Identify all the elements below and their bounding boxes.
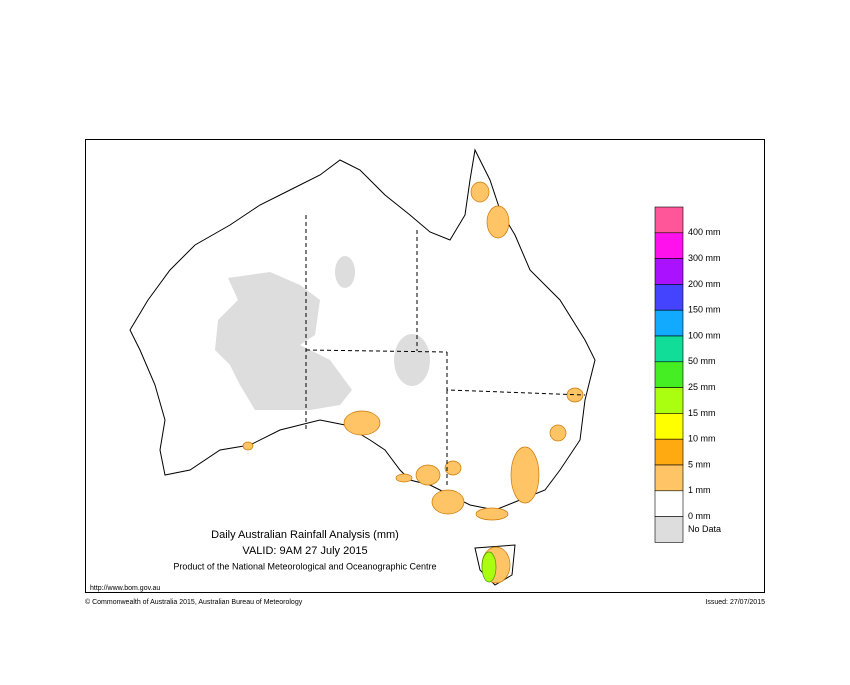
valid-time: VALID: 9AM 27 July 2015 — [242, 545, 367, 557]
rain-areas — [242, 181, 584, 584]
rain-area — [343, 410, 381, 436]
no-data-area — [394, 334, 430, 386]
legend-label: No Data — [688, 524, 721, 534]
legend-swatch — [654, 516, 684, 543]
map — [129, 148, 596, 586]
rain-area — [470, 181, 490, 203]
legend-swatch — [654, 284, 684, 311]
no-data-area — [335, 256, 355, 288]
title: Daily Australian Rainfall Analysis (mm) — [211, 529, 399, 541]
legend-label: 5 mm — [688, 459, 711, 469]
rain-area — [242, 441, 254, 451]
legend-label: 0 mm — [688, 511, 711, 521]
legend-label: 400 mm — [688, 227, 721, 237]
legend-swatch — [654, 258, 684, 285]
url: http://www.bom.gov.au — [90, 585, 160, 592]
legend-swatch — [654, 232, 684, 259]
issued: Issued: 27/07/2015 — [705, 599, 765, 606]
rain-area — [510, 446, 540, 504]
no-data-areas — [215, 256, 430, 410]
legend-label: 300 mm — [688, 253, 721, 263]
legend-swatch — [654, 361, 684, 388]
legend-swatch — [654, 335, 684, 363]
legend-label: 100 mm — [688, 330, 721, 340]
legend-swatch — [654, 490, 684, 517]
legend-swatch — [654, 464, 684, 492]
rain-area — [566, 387, 584, 403]
legend-swatch — [654, 387, 684, 414]
rain-area — [475, 507, 509, 521]
rain-area — [549, 424, 567, 442]
legend-label: 150 mm — [688, 305, 721, 315]
legend-swatch — [654, 206, 684, 234]
legend-label: 1 mm — [688, 485, 711, 495]
mainland — [129, 148, 596, 511]
rain-area — [431, 489, 465, 515]
copyright: © Commonwealth of Australia 2015, Austra… — [85, 598, 303, 606]
product: Product of the National Meteorological a… — [173, 561, 436, 571]
legend-swatch — [654, 309, 684, 337]
legend: 400 mm 300 mm 200 mm 150 mm 100 mm 50 mm 25 mm… — [654, 206, 721, 543]
legend-label: 25 mm — [688, 382, 716, 392]
state-borders — [305, 215, 586, 488]
legend-label: 10 mm — [688, 434, 716, 444]
legend-label: 200 mm — [688, 279, 721, 289]
legend-swatch — [654, 438, 684, 466]
rain-area — [415, 464, 441, 486]
rain-area — [444, 460, 462, 476]
no-data-area — [215, 272, 352, 410]
legend-swatch — [654, 413, 684, 440]
legend-label: 15 mm — [688, 408, 716, 418]
rain-area — [395, 473, 413, 483]
rain-area-heavy — [481, 551, 497, 583]
rain-area — [486, 205, 510, 239]
legend-label: 50 mm — [688, 356, 716, 366]
border — [305, 349, 448, 353]
